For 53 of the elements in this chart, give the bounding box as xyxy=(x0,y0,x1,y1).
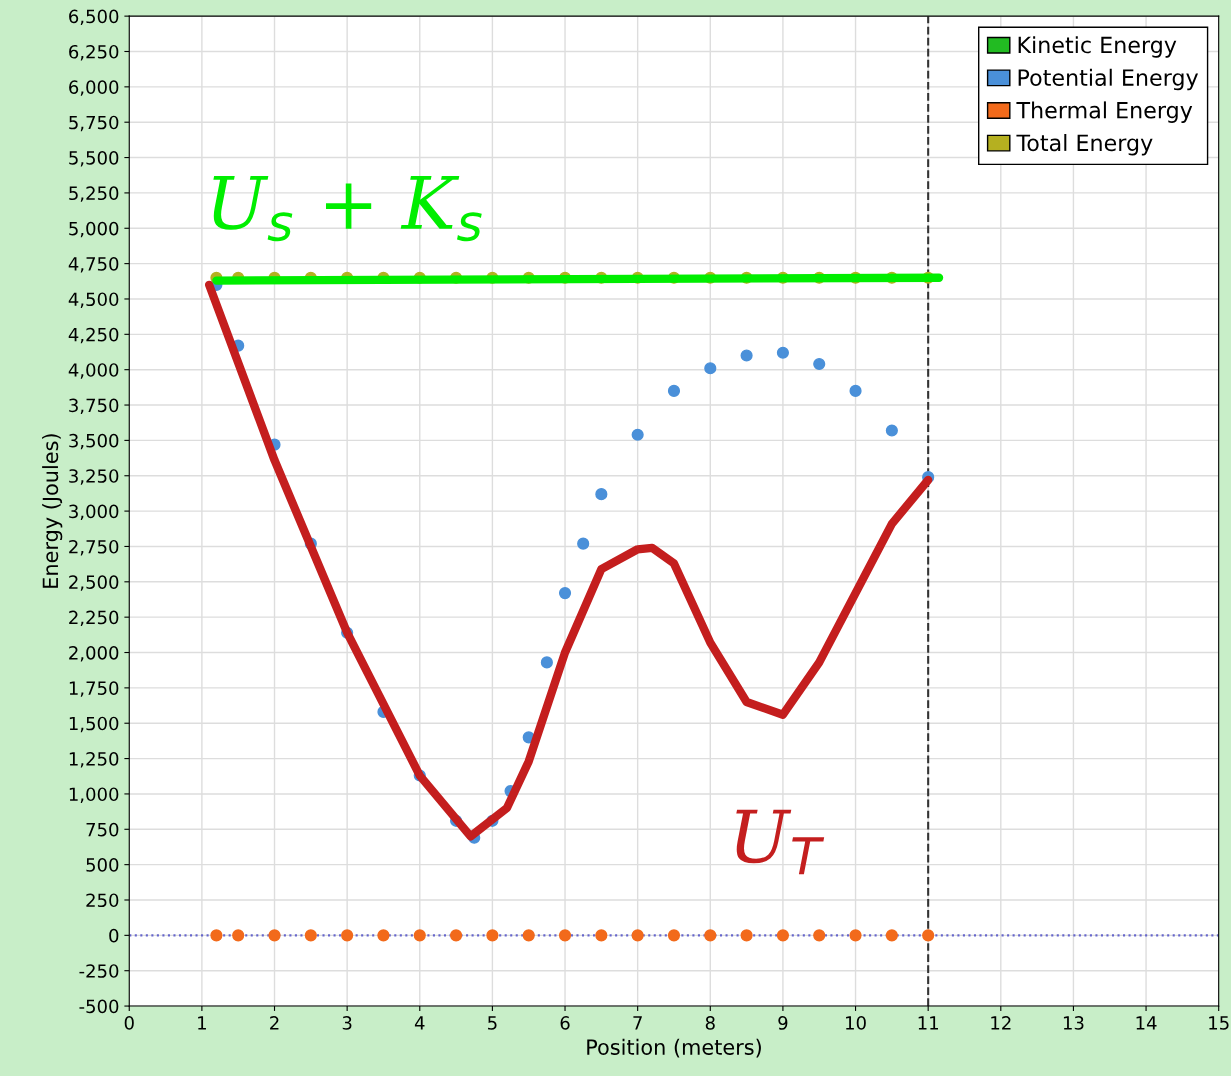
y-tick-label: 1,500 xyxy=(69,716,119,733)
y-tick-label: 4,250 xyxy=(68,327,119,344)
y-tick-label: 5,750 xyxy=(69,115,119,132)
x-tick-label: 6 xyxy=(560,1016,570,1030)
x-tick-label: 0 xyxy=(124,1016,134,1030)
y-tick-label: 0 xyxy=(109,928,119,943)
y-tick-label: 2,000 xyxy=(69,645,119,662)
y-tick-label: 6,500 xyxy=(69,9,119,26)
y-tick-label: 1,250 xyxy=(69,752,119,768)
y-tick-label: 250 xyxy=(86,893,119,908)
y-tick-label: 4,500 xyxy=(68,292,119,308)
y-tick-label: 4,000 xyxy=(68,363,119,379)
x-tick-label: 8 xyxy=(705,1016,715,1030)
y-tick-label: -500 xyxy=(79,999,119,1014)
legend-label: Kinetic Energy xyxy=(1018,36,1177,58)
y-tick-label: 6,250 xyxy=(69,44,119,61)
y-tick-label: 6,000 xyxy=(69,80,119,96)
x-tick-label: 5 xyxy=(488,1016,497,1030)
y-tick-label: 2,750 xyxy=(69,539,119,556)
x-tick-label: 3 xyxy=(342,1016,352,1030)
legend-label: Potential Energy xyxy=(1018,68,1199,91)
x-tick-label: 2 xyxy=(270,1016,279,1030)
legend-label: Total Energy xyxy=(1016,133,1153,156)
y-tick-label: -250 xyxy=(79,964,119,978)
x-tick-label: 12 xyxy=(991,1016,1011,1030)
y-tick-label: 3,250 xyxy=(69,469,119,485)
annotation: U$_{s}$ + K$_{s}$ xyxy=(213,176,482,242)
x-tick-label: 9 xyxy=(778,1016,788,1030)
y-tick-label: 2,500 xyxy=(69,575,119,591)
y-tick-label: 1,750 xyxy=(69,681,119,697)
x-axis-title: Position (meters) xyxy=(587,1038,761,1058)
legend-label: Thermal Energy xyxy=(1016,101,1193,123)
x-tick-label: 4 xyxy=(414,1016,425,1030)
y-tick-label: 2,250 xyxy=(69,610,119,627)
x-tick-label: 1 xyxy=(198,1016,206,1030)
y-tick-label: 3,750 xyxy=(69,398,119,414)
x-tick-label: 14 xyxy=(1136,1016,1157,1030)
annotation: U$_{T}$ xyxy=(736,809,825,875)
y-tick-label: 5,000 xyxy=(69,221,119,238)
y-tick-label: 1,000 xyxy=(69,787,119,803)
x-tick-label: 7 xyxy=(633,1016,642,1030)
x-tick-label: 11 xyxy=(918,1016,938,1030)
x-tick-label: 15 xyxy=(1209,1016,1229,1030)
y-tick-label: 750 xyxy=(86,822,119,837)
y-tick-label: 5,500 xyxy=(69,151,119,167)
y-tick-label: 3,500 xyxy=(69,433,119,450)
y-tick-label: 4,750 xyxy=(68,257,119,273)
y-tick-label: 3,000 xyxy=(69,504,119,521)
y-tick-label: 500 xyxy=(86,858,119,872)
y-axis-title: Energy (Joules) xyxy=(42,434,63,588)
x-tick-label: 13 xyxy=(1063,1016,1084,1030)
x-tick-label: 10 xyxy=(846,1016,866,1030)
y-tick-label: 5,250 xyxy=(69,186,119,202)
